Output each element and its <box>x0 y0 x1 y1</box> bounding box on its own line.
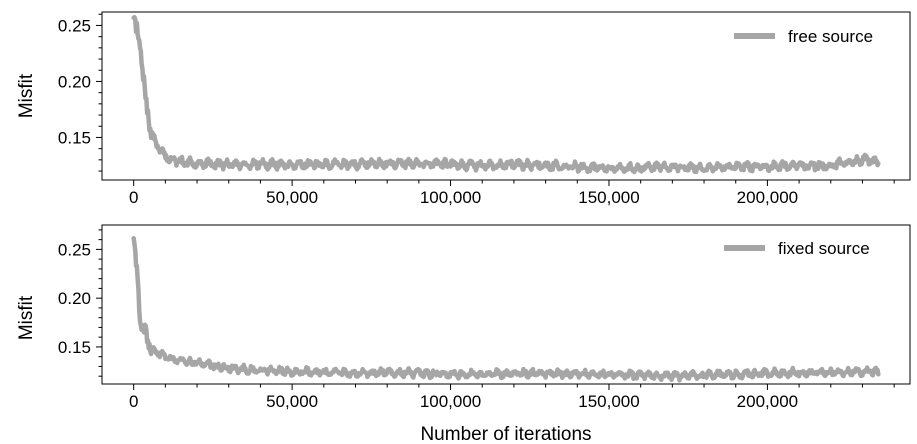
y-ticks-bottom: 0.15 0.20 0.25 <box>58 229 102 377</box>
legend-label-fixed-source: fixed source <box>778 239 870 258</box>
y-tick-label: 0.15 <box>58 338 91 357</box>
x-tick-label: 0 <box>129 392 138 411</box>
y-tick-label: 0.25 <box>58 16 91 35</box>
y-tick-label: 0.25 <box>58 240 91 259</box>
x-tick-label: 100,000 <box>420 188 481 207</box>
panel-fixed-source: 0 50,000 100,000 150,000 200,000 0.15 0.20 0.2… <box>16 224 911 444</box>
x-ticks-bottom: 0 50,000 100,000 150,000 200,000 <box>129 384 895 411</box>
series-line-fixed-source <box>131 236 881 383</box>
x-tick-label: 0 <box>129 188 138 207</box>
y-axis-label-bottom: Misfit <box>16 295 37 340</box>
x-axis-label: Number of iterations <box>420 424 591 444</box>
legend-bottom[interactable]: fixed source <box>724 239 870 258</box>
x-tick-label: 150,000 <box>578 392 639 411</box>
y-ticks-top: 0.15 0.20 0.25 <box>58 13 102 172</box>
x-ticks-top: 0 50,000 100,000 150,000 200,000 <box>129 180 895 207</box>
x-tick-label: 200,000 <box>737 392 798 411</box>
series-line-free-source <box>131 15 881 175</box>
legend-top[interactable]: free source <box>734 27 873 46</box>
y-tick-label: 0.20 <box>58 289 91 308</box>
plot-frame-top <box>101 11 911 181</box>
legend-label-free-source: free source <box>788 27 873 46</box>
x-tick-label: 50,000 <box>266 188 318 207</box>
panel-free-source: 0 50,000 100,000 150,000 200,000 0.15 0.20 0.2… <box>16 11 911 207</box>
y-tick-label: 0.15 <box>58 128 91 147</box>
x-tick-label: 200,000 <box>737 188 798 207</box>
x-tick-label: 100,000 <box>420 392 481 411</box>
y-tick-label: 0.20 <box>58 72 91 91</box>
x-tick-label: 50,000 <box>266 392 318 411</box>
series-layer-top <box>131 15 881 175</box>
series-layer-bottom <box>131 236 881 383</box>
y-axis-label-top: Misfit <box>16 73 37 118</box>
x-tick-label: 150,000 <box>578 188 639 207</box>
plot-frame-bottom <box>101 224 911 385</box>
